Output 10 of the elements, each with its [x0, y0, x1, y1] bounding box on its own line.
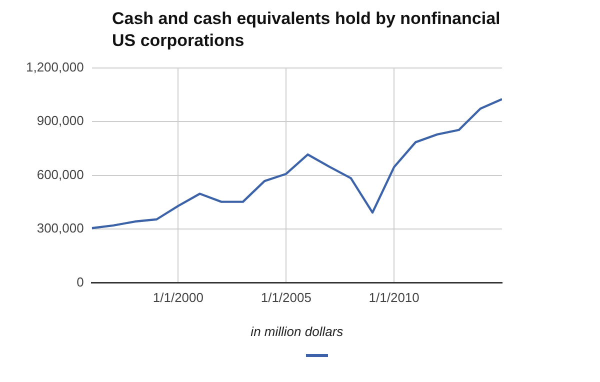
x-tick-label: 1/1/2005	[260, 290, 312, 306]
x-tick-label: 1/1/2000	[152, 290, 204, 306]
y-tick-label: 900,000	[36, 113, 84, 128]
chart-title: Cash and cash equivalents hold by nonfinancial US corporations	[112, 8, 502, 52]
y-tick-label: 1,200,000	[26, 59, 84, 74]
x-axis-title: in million dollars	[250, 324, 344, 339]
y-tick-label: 300,000	[36, 220, 84, 236]
y-tick-label: 600,000	[36, 166, 84, 182]
x-tick-label: 1/1/2010	[368, 290, 420, 306]
y-tick-label: 0	[76, 274, 84, 290]
